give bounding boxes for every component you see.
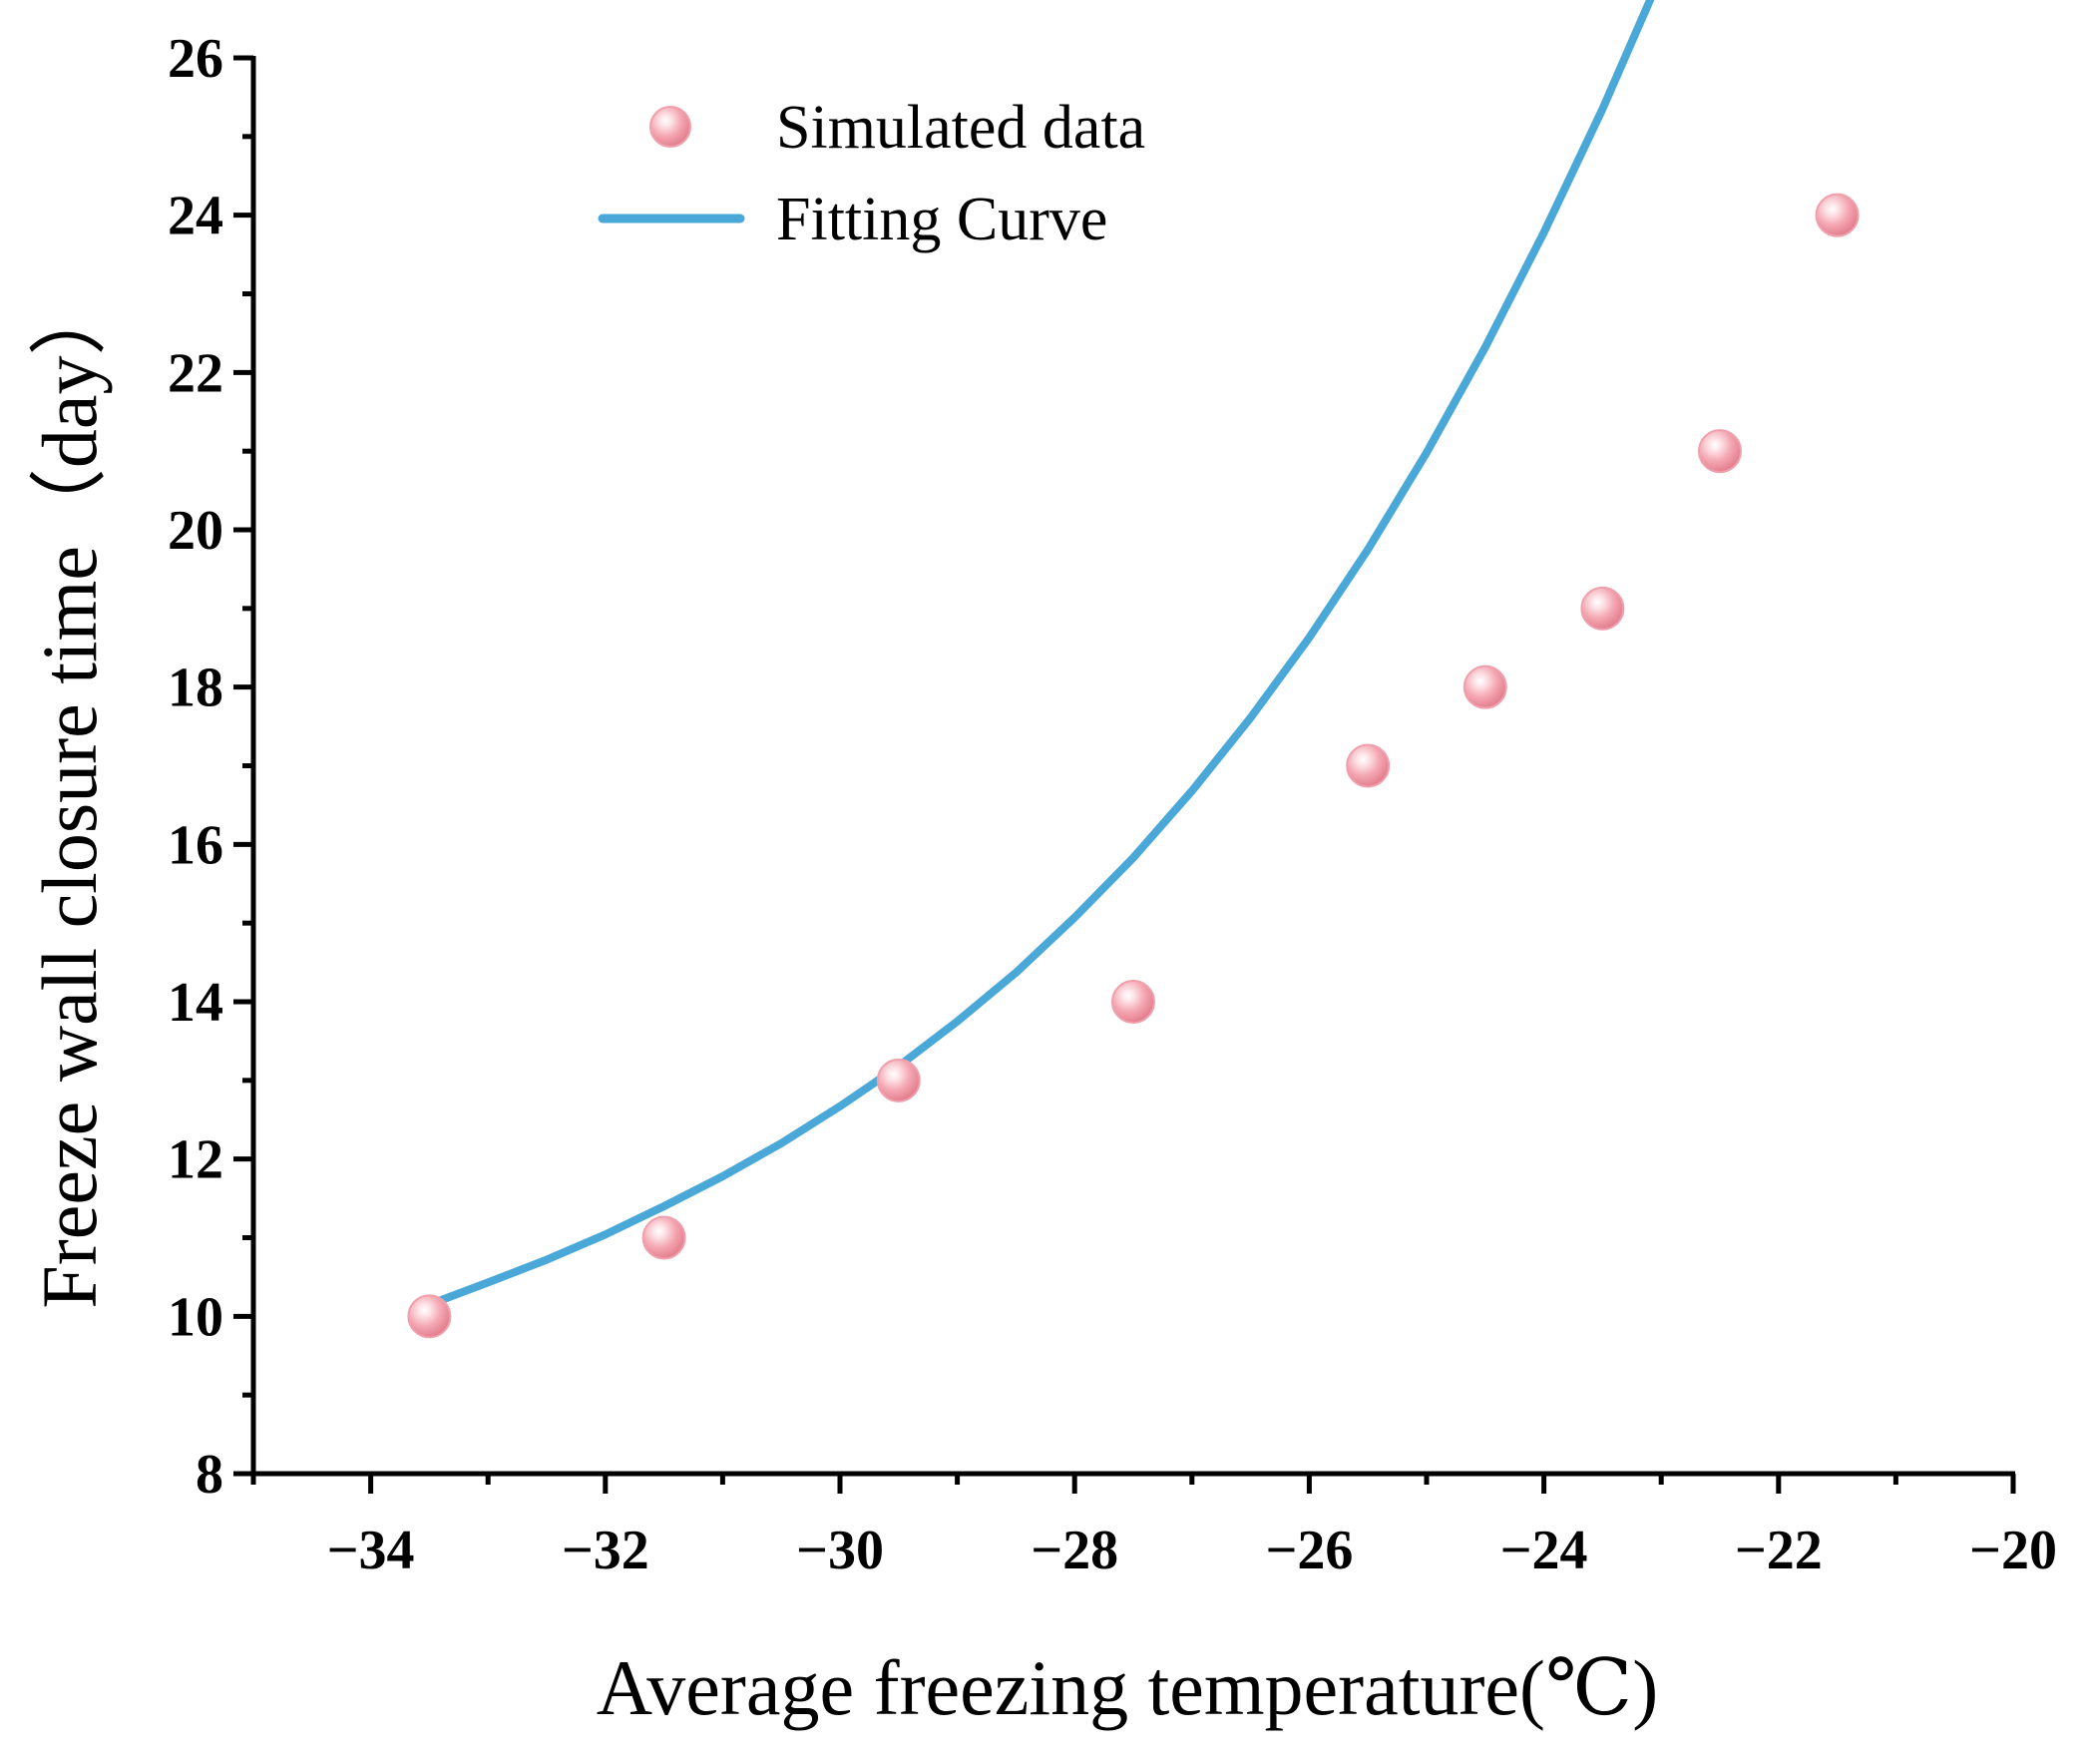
scatter-point [1580,586,1625,631]
y-tick-label: 10 [168,1286,223,1348]
y-tick-label: 14 [168,972,223,1034]
x-tick-label: −34 [327,1520,415,1581]
scatter-point [407,1294,452,1339]
y-tick-label: 16 [168,814,223,876]
y-tick-label: 22 [168,342,223,404]
axes [250,56,2015,1477]
y-tick-label: 24 [168,186,223,247]
scatter-point [1462,664,1507,709]
x-tick-label: −32 [562,1520,649,1581]
scatter-point [1111,980,1155,1024]
legend-label-simulated: Simulated data [776,94,1145,162]
y-tick-label: 8 [196,1444,223,1506]
legend-scatter-marker [649,106,691,148]
x-axis-title: Average freezing temperature(℃) [597,1644,1659,1731]
scatter-points-layer [407,193,1860,1339]
x-tick-label: −20 [1969,1520,2057,1581]
scatter-point [876,1058,921,1102]
y-tick-label: 20 [168,500,223,562]
scatter-point [1698,429,1742,474]
y-axis-title: Freeze wall closure time（day） [26,277,113,1308]
x-tick-label: −22 [1735,1520,1823,1581]
x-tick-label: −24 [1500,1520,1588,1581]
y-axis-ticks: 8 10 12 14 16 18 20 22 24 26 [168,28,253,1506]
fitting-curve-layer [425,0,1655,1309]
fitting-curve-line [425,0,1655,1309]
y-tick-label: 12 [168,1129,223,1191]
scatter-point [1815,193,1860,237]
legend: Simulated data Fitting Curve [598,94,1145,253]
scatter-point [1346,743,1391,788]
x-tick-label: −30 [796,1520,884,1581]
x-axis-ticks: −34 −32 −30 −28 −26 −24 −22 −20 [250,1474,2057,1581]
y-tick-label: 26 [168,28,223,90]
legend-label-fitting: Fitting Curve [776,186,1107,253]
x-tick-label: −28 [1031,1520,1118,1581]
y-tick-label: 18 [168,658,223,719]
scatter-point [641,1215,686,1260]
x-tick-label: −26 [1265,1520,1353,1581]
